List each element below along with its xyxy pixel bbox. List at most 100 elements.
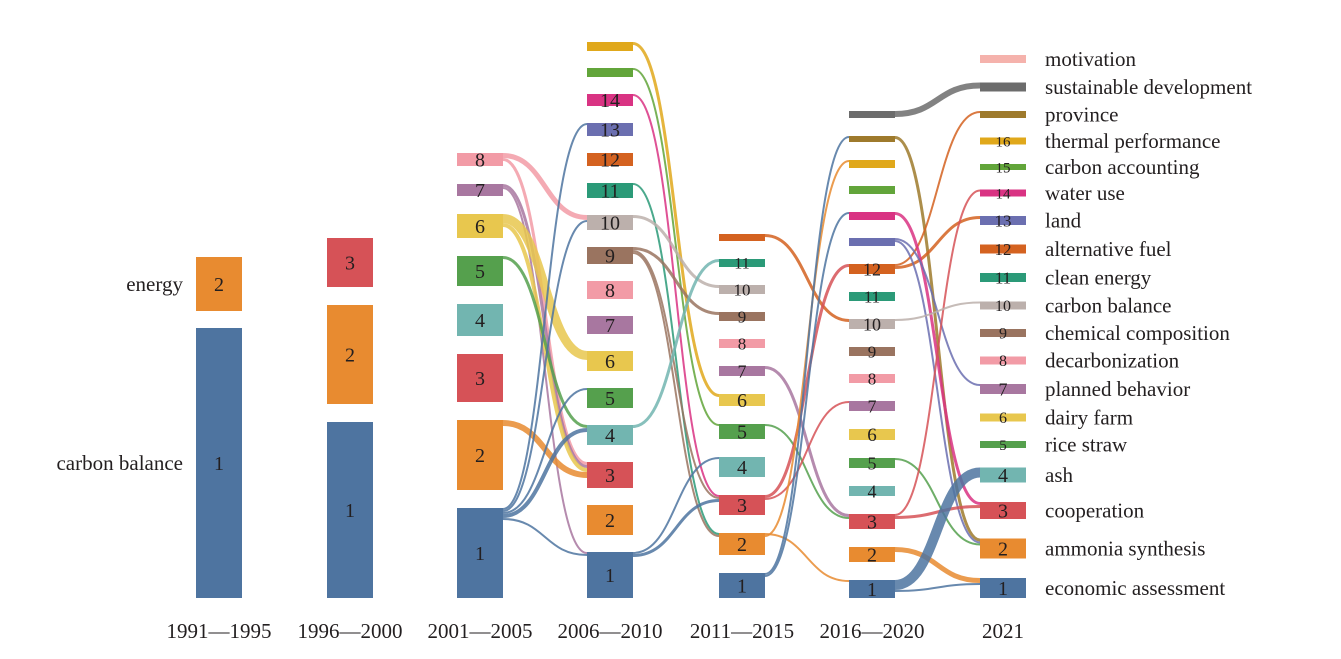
node-bar: [849, 486, 895, 496]
node-label: 7: [475, 180, 485, 202]
flow-link: [894, 467, 981, 590]
node-label: 11: [864, 287, 880, 306]
node-bar: [980, 273, 1026, 282]
node-bar: [587, 42, 633, 51]
column-label: 2016—2020: [820, 619, 925, 643]
node-bar: [457, 153, 503, 166]
node-label: 16: [996, 134, 1012, 150]
legend-entry: clean energy: [1045, 266, 1152, 290]
flow-link: [894, 458, 981, 546]
node-label: 5: [737, 422, 747, 444]
flow-link: [632, 457, 720, 554]
node-label: 11: [734, 256, 749, 273]
flow-link: [632, 183, 720, 535]
node-label: 6: [737, 390, 747, 412]
legend-entry: ammonia synthesis: [1045, 537, 1205, 561]
flow-link: [894, 547, 981, 583]
node-label: 7: [605, 315, 615, 337]
node-label: 1: [214, 453, 224, 475]
node-bar: [980, 578, 1026, 598]
flow-link: [632, 252, 720, 537]
node-label: 8: [868, 369, 877, 388]
flow-link: [502, 184, 588, 468]
flow-link: [632, 215, 720, 288]
node-bar: [587, 281, 633, 299]
node-label: 9: [999, 326, 1007, 343]
node-bar: [719, 234, 765, 241]
flow-link: [632, 250, 720, 499]
node-bar: [849, 319, 895, 329]
node-label: 4: [605, 425, 615, 447]
flow-link: [764, 533, 850, 582]
node-bar: [980, 502, 1026, 519]
node-bar: [849, 238, 895, 246]
node-bar: [196, 257, 242, 311]
node-label: 2: [475, 445, 485, 467]
flow-link: [502, 518, 588, 556]
node-bar: [849, 136, 895, 142]
node-bar: [849, 514, 895, 529]
node-label: 10: [734, 280, 751, 299]
node-label: 11: [995, 268, 1011, 287]
legend-entry: planned behavior: [1045, 377, 1190, 401]
node-bar: [980, 329, 1026, 337]
node-bar: [719, 533, 765, 555]
flow-link: [764, 424, 850, 519]
node-label: 11: [600, 181, 619, 203]
legend-entry: motivation: [1045, 47, 1136, 71]
flow-link: [502, 214, 588, 360]
node-label: 3: [605, 465, 615, 487]
node-bar: [587, 462, 633, 488]
flow-link: [764, 264, 850, 498]
node-bar: [587, 123, 633, 136]
flow-link: [632, 68, 720, 426]
node-label: 14: [996, 186, 1012, 202]
nodes-layer: [196, 42, 1026, 598]
node-bar: [587, 68, 633, 77]
flow-link: [632, 259, 720, 428]
flow-link: [764, 212, 850, 577]
legend-entry: province: [1045, 103, 1118, 127]
legend-entry: sustainable development: [1045, 75, 1252, 99]
node-label: 5: [999, 438, 1007, 454]
node-bar: [849, 111, 895, 118]
node-label: 5: [605, 388, 615, 410]
node-bar: [719, 424, 765, 439]
legend-entry: carbon balance: [1045, 294, 1172, 318]
node-bar: [587, 247, 633, 264]
node-label: 1: [998, 578, 1008, 600]
column-label: 2001—2005: [428, 619, 533, 643]
node-label: 10: [863, 314, 881, 334]
node-label: 10: [995, 298, 1011, 315]
node-label: 13: [995, 211, 1012, 230]
flow-link: [894, 505, 981, 519]
flow-link: [632, 42, 720, 397]
legend-entry: economic assessment: [1045, 576, 1225, 600]
node-bar: [980, 441, 1026, 448]
node-label: 1: [737, 576, 747, 598]
flow-link: [894, 111, 981, 266]
node-label: 9: [738, 307, 747, 326]
flow-link: [632, 247, 720, 315]
legend-entry: rice straw: [1045, 433, 1128, 457]
flow-link: [764, 234, 850, 322]
node-bar: [849, 374, 895, 383]
node-label: 12: [995, 240, 1012, 259]
legend-entry: thermal performance: [1045, 129, 1221, 153]
node-bar: [719, 394, 765, 406]
node-bar: [587, 316, 633, 334]
node-bar: [849, 160, 895, 168]
node-label: 8: [475, 150, 485, 172]
node-bar: [719, 457, 765, 477]
node-bar: [719, 339, 765, 348]
node-bar: [980, 82, 1026, 92]
flow-link: [632, 499, 720, 557]
node-bar: [980, 164, 1026, 170]
node-bar: [719, 285, 765, 294]
column-label: 1996—2000: [298, 619, 403, 643]
legend-entry: carbon accounting: [1045, 155, 1200, 179]
node-label: 12: [600, 150, 620, 172]
flow-link: [502, 428, 588, 518]
node-bar: [457, 184, 503, 196]
